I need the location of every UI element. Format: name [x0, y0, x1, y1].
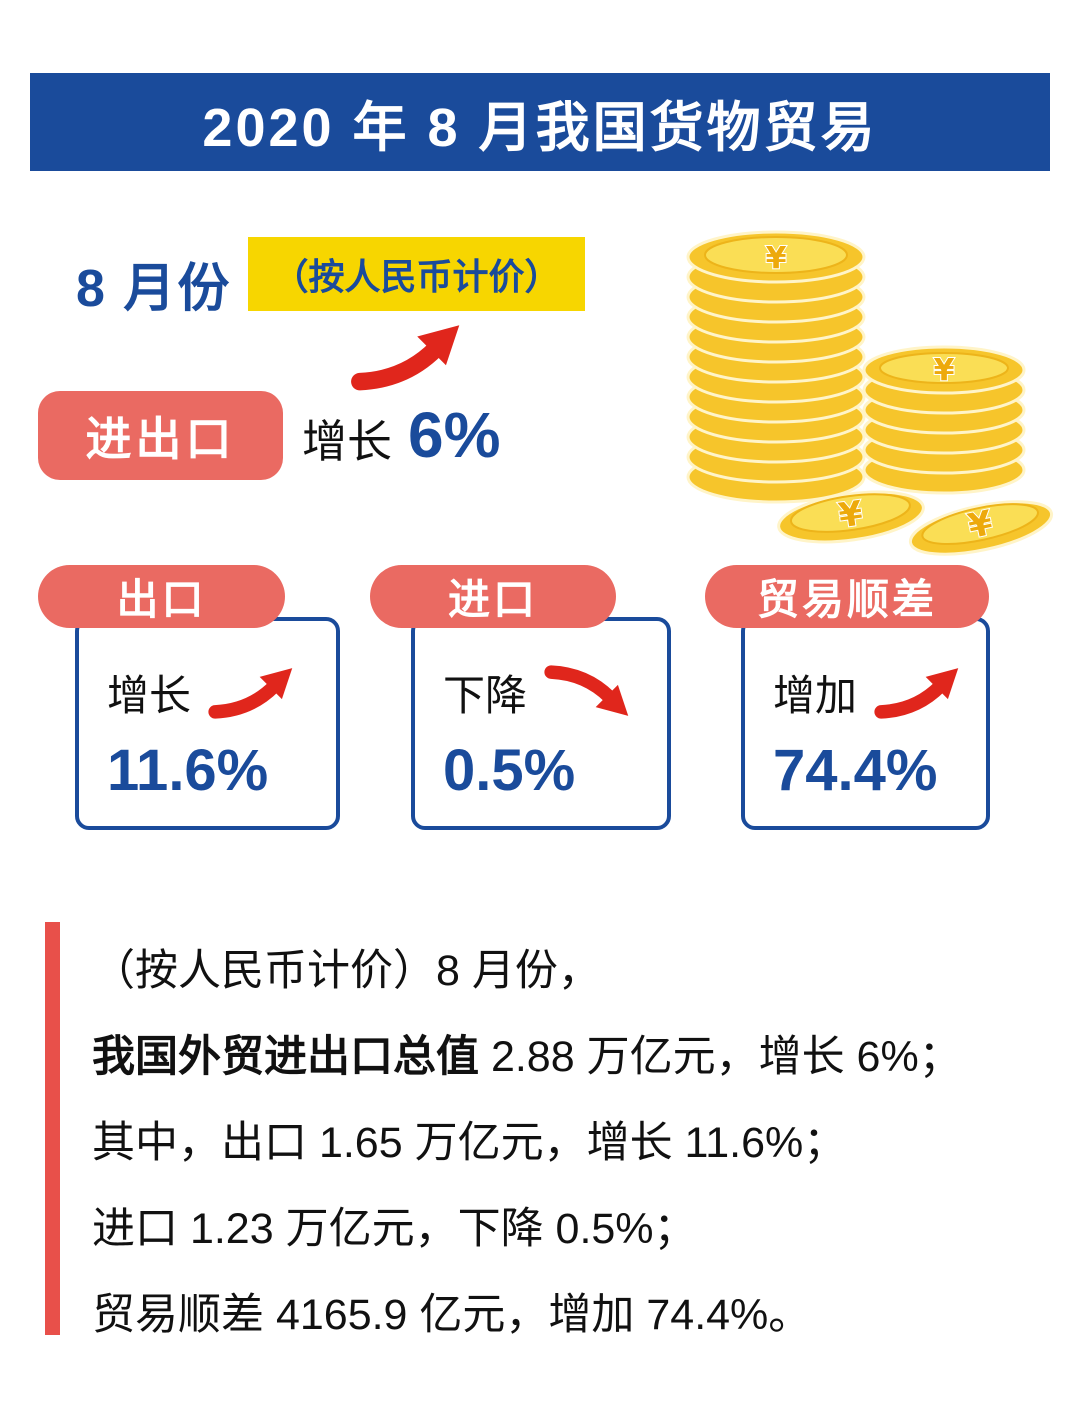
- footnote-line-2-bold: 我国外贸进出口总值: [92, 1033, 479, 1081]
- import-export-pill: 进出口: [38, 391, 283, 480]
- summary-change: 增长 6%: [302, 398, 501, 472]
- title-banner: 2020 年 8 月我国货物贸易: [30, 73, 1050, 171]
- import-change-word: 下降: [443, 671, 528, 719]
- footnote-line-1: （按人民币计价）8 月份，: [92, 947, 601, 995]
- trade-surplus-change-row: 增加: [773, 661, 970, 723]
- trade-surplus-value: 74.4%: [773, 738, 938, 803]
- export-change-row: 增长: [107, 661, 304, 723]
- footnote-line-2: 我国外贸进出口总值 2.88 万亿元，增长 6%；: [92, 1014, 962, 1100]
- coin-stack-right: ¥: [862, 345, 1026, 495]
- coin-front-right: ¥: [908, 500, 1054, 556]
- footnote-line-5: 贸易顺差 4165.9 亿元，增加 74.4%。: [92, 1291, 812, 1339]
- import-pill-label: 进口: [447, 576, 538, 623]
- currency-note-label: （按人民币计价）: [272, 256, 561, 297]
- export-box: 增长 11.6%: [75, 617, 340, 830]
- export-pill-label: 出口: [116, 576, 207, 623]
- gold-coins-icon: ¥ ¥ ¥ ¥: [686, 230, 1054, 556]
- export-value: 11.6%: [107, 738, 269, 803]
- footnote-accent-bar: [45, 922, 60, 1335]
- svg-text:¥: ¥: [766, 241, 787, 276]
- month-label: 8 月份: [76, 260, 232, 318]
- trend-down-arrow-icon: [544, 665, 629, 716]
- import-pill: 进口: [370, 565, 616, 628]
- import-value: 0.5%: [443, 738, 576, 803]
- import-change-row: 下降: [443, 661, 640, 723]
- footnote-text: （按人民币计价）8 月份， 我国外贸进出口总值 2.88 万亿元，增长 6%； …: [92, 928, 962, 1358]
- trade-surplus-change-word: 增加: [773, 671, 858, 719]
- summary-change-value: 6%: [408, 399, 501, 471]
- footnote-line-3: 其中，出口 1.65 万亿元，增长 11.6%；: [92, 1119, 847, 1167]
- trade-surplus-pill-label: 贸易顺差: [756, 576, 937, 623]
- trade-surplus-pill: 贸易顺差: [705, 565, 989, 628]
- footnote-line-2-rest: 2.88 万亿元，增长 6%；: [479, 1033, 962, 1081]
- trade-surplus-box: 增加 74.4%: [741, 617, 990, 830]
- export-change-word: 增长: [107, 671, 192, 719]
- svg-text:¥: ¥: [934, 353, 955, 388]
- trend-up-arrow-icon: [874, 668, 959, 719]
- import-export-pill-label: 进出口: [85, 412, 236, 465]
- summary-change-word: 增长: [302, 416, 393, 467]
- footnote-line-4: 进口 1.23 万亿元，下降 0.5%；: [92, 1205, 697, 1253]
- currency-note-box: （按人民币计价）: [248, 237, 585, 311]
- trend-up-arrow-icon: [208, 668, 293, 719]
- import-box: 下降 0.5%: [411, 617, 671, 830]
- page-title: 2020 年 8 月我国货物贸易: [202, 97, 878, 158]
- trend-up-arrow-icon: [351, 325, 460, 391]
- coin-front-left: ¥: [777, 490, 925, 544]
- export-pill: 出口: [38, 565, 285, 628]
- coin-stack-left: ¥: [686, 230, 866, 504]
